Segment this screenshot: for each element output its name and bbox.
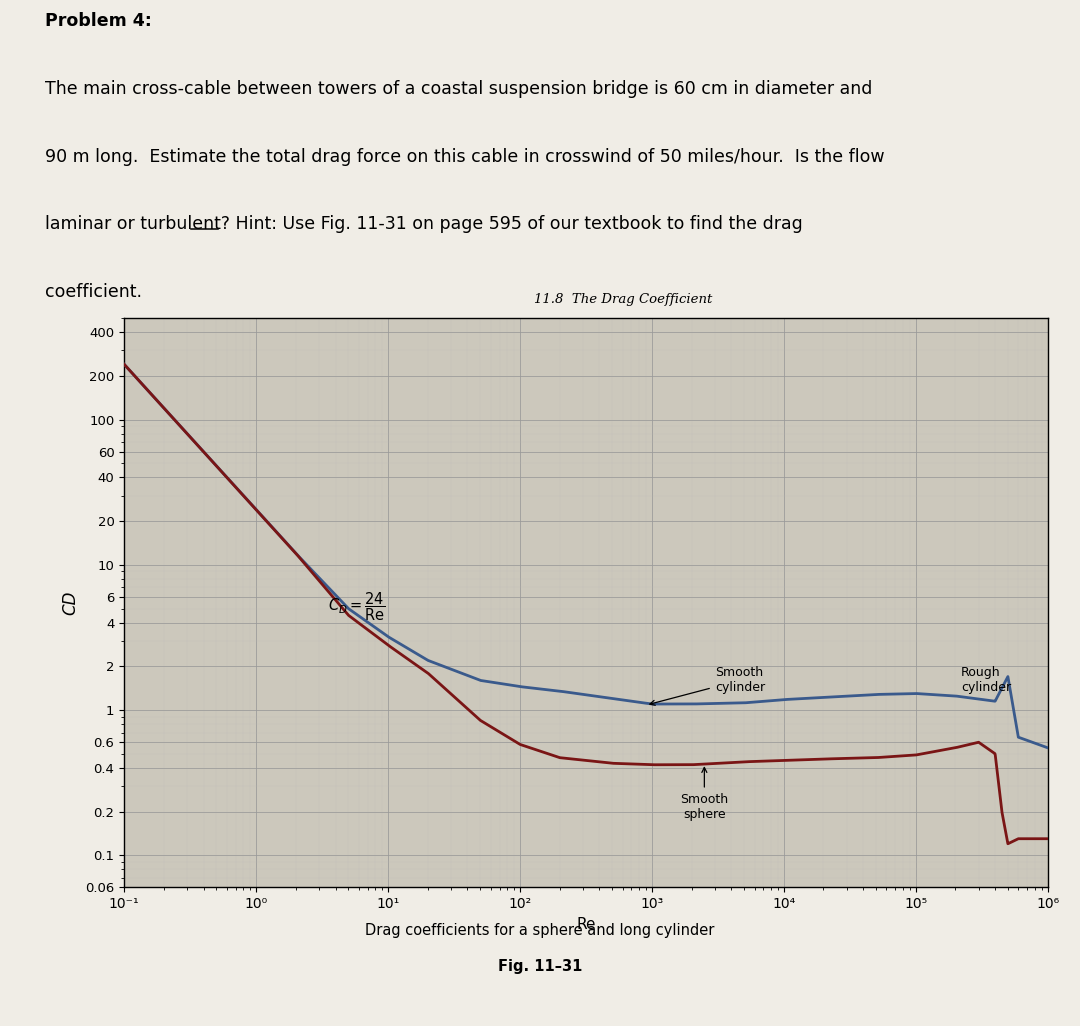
Text: The main cross-cable between towers of a coastal suspension bridge is 60 cm in d: The main cross-cable between towers of a… xyxy=(45,80,873,98)
X-axis label: Re: Re xyxy=(576,917,596,932)
Text: Problem 4:: Problem 4: xyxy=(45,12,152,31)
Text: $C_D = \dfrac{24}{\mathrm{Re}}$: $C_D = \dfrac{24}{\mathrm{Re}}$ xyxy=(328,590,386,623)
Text: laminar or turbulent? Hint: Use Fig. 11-31 on page 595 of our textbook to find t: laminar or turbulent? Hint: Use Fig. 11-… xyxy=(45,215,804,234)
Text: coefficient.: coefficient. xyxy=(45,283,143,302)
Text: Smooth
cylinder: Smooth cylinder xyxy=(650,667,765,705)
Text: Rough
cylinder: Rough cylinder xyxy=(961,667,1011,695)
Text: Drag coefficients for a sphere and long cylinder: Drag coefficients for a sphere and long … xyxy=(365,923,715,938)
Text: 11.8  The Drag Coefficient: 11.8 The Drag Coefficient xyxy=(534,292,712,306)
Text: Fig. 11–31: Fig. 11–31 xyxy=(498,959,582,974)
Text: Smooth
sphere: Smooth sphere xyxy=(680,767,728,821)
Y-axis label: CD: CD xyxy=(62,591,80,615)
Text: 90 m long.  Estimate the total drag force on this cable in crosswind of 50 miles: 90 m long. Estimate the total drag force… xyxy=(45,148,885,166)
